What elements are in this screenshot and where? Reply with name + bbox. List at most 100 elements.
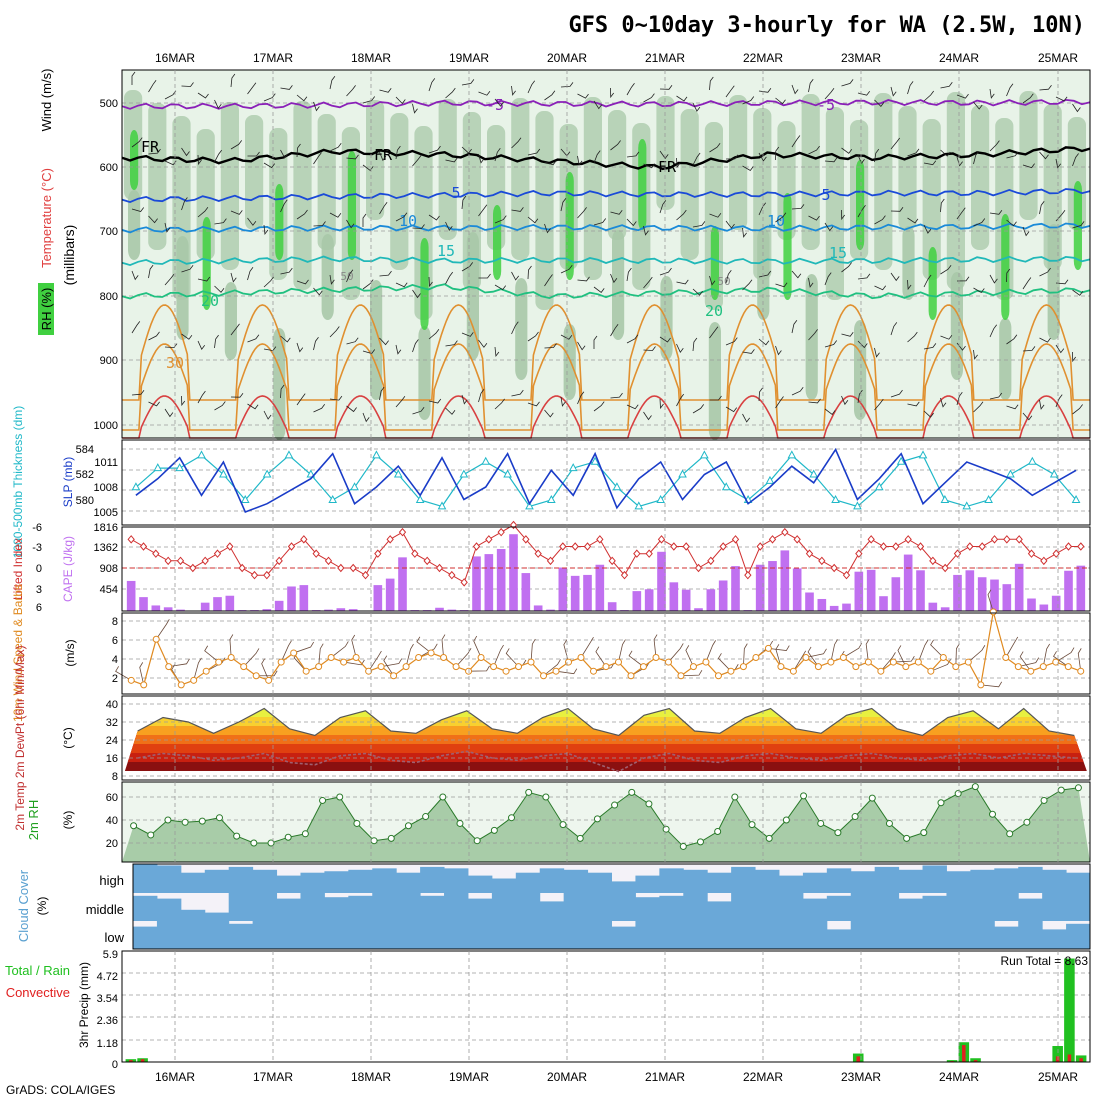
rh-marker xyxy=(817,819,825,827)
wind-speed-marker xyxy=(452,663,460,671)
wind-speed-marker xyxy=(165,663,173,671)
wind-barb xyxy=(530,638,536,663)
upper-wind-barb xyxy=(280,267,293,275)
precip-convective-bar xyxy=(973,1060,978,1062)
upper-wind-barb xyxy=(940,82,953,89)
upper-wind-barb xyxy=(478,153,485,164)
upper-wind-barb xyxy=(659,336,671,343)
upper-wind-barb xyxy=(395,212,408,222)
rh-shading-low xyxy=(708,322,721,440)
upper-wind-barb xyxy=(445,221,453,231)
bottom-date-label: 24MAR xyxy=(939,1070,979,1084)
wind-barb xyxy=(893,655,915,663)
upper-wind-barb xyxy=(824,272,832,286)
cloud-cell xyxy=(228,893,254,921)
rh-marker xyxy=(404,822,412,830)
cloud-cell xyxy=(587,893,612,921)
rh-marker xyxy=(301,830,309,838)
upper-wind-barb xyxy=(280,335,291,343)
footer-credit: GrADS: COLA/IGES xyxy=(6,1083,115,1097)
cloud-cell xyxy=(922,865,947,893)
wind-speed-marker xyxy=(177,681,185,689)
lifted-index-marker xyxy=(990,535,999,544)
thickness-marker xyxy=(700,450,709,459)
upper-wind-barb xyxy=(362,412,370,423)
upper-wind-barb xyxy=(791,204,805,210)
contour-label: 20 xyxy=(201,292,219,310)
cloud-cell xyxy=(731,893,756,921)
lifted-index-marker xyxy=(1027,549,1036,558)
lifted-index-marker xyxy=(842,570,851,580)
rh-shading-mid xyxy=(245,115,264,230)
upper-wind-barb xyxy=(857,273,871,280)
wind-speed-marker xyxy=(302,667,310,675)
lifted-index-marker xyxy=(559,542,567,551)
upper-wind-barb xyxy=(577,155,583,166)
lifted-index-marker xyxy=(768,535,777,544)
upper-wind-barb xyxy=(445,87,456,99)
cape-bar xyxy=(398,557,407,611)
contour-label: FR xyxy=(658,158,677,176)
upper-wind-barb xyxy=(808,277,814,288)
upper-wind-barb xyxy=(841,262,852,273)
upper-wind-barb xyxy=(1055,96,1068,102)
wind-speed-marker xyxy=(590,667,598,675)
bottom-date-label: 20MAR xyxy=(547,1070,587,1084)
upper-wind-barb xyxy=(874,398,884,411)
upper-wind-barb xyxy=(775,282,788,288)
rh-marker xyxy=(954,790,962,798)
cape-bar xyxy=(632,591,642,611)
contour-label: -5 xyxy=(486,96,504,114)
cloud-cell xyxy=(635,875,660,893)
lifted-index-marker xyxy=(460,578,468,587)
upper-wind-barb xyxy=(725,85,735,98)
wind-speed-axis-label: 10m Wind Speed & Barbs xyxy=(11,584,25,722)
upper-wind-barb xyxy=(511,85,516,96)
upper-wind-barb xyxy=(511,271,520,281)
pressure-level-tick-label: 900 xyxy=(100,355,118,367)
cape-axis-label: CAPE (J/kg) xyxy=(61,536,75,602)
rh-shading-low xyxy=(224,282,237,360)
upper-wind-barb xyxy=(181,82,194,87)
rh-axis-label: RH (%) xyxy=(39,288,54,331)
upper-wind-barb xyxy=(131,389,145,396)
upper-wind-barb xyxy=(890,137,901,150)
upper-wind-barb xyxy=(478,273,491,279)
wind-barb xyxy=(653,634,658,658)
rh-shading-green xyxy=(856,160,865,250)
upper-wind-barb xyxy=(643,163,656,169)
cloud-cell xyxy=(778,893,804,921)
upper-wind-barb xyxy=(280,85,293,90)
thickness-marker xyxy=(1049,469,1059,478)
cloud-cell xyxy=(372,921,397,949)
wind-barb xyxy=(368,650,382,672)
upper-wind-barb xyxy=(527,265,532,280)
upper-wind-barb xyxy=(560,197,567,212)
upper-wind-barb xyxy=(280,384,285,399)
wind-barb xyxy=(139,662,145,685)
cape-bar xyxy=(657,551,666,611)
temp-contour-20 xyxy=(121,283,1091,300)
wind-speed-marker xyxy=(839,654,847,661)
rh-shading-low xyxy=(321,234,334,320)
cloud-cell xyxy=(372,868,397,893)
cloud-cell xyxy=(300,872,325,893)
precip-total-bar xyxy=(1064,958,1075,1062)
wind-barb xyxy=(930,639,944,658)
upper-wind-barb xyxy=(1055,279,1069,285)
cape-bar xyxy=(940,607,950,611)
cape-bar xyxy=(965,570,975,611)
pressure-level-tick-label: 1000 xyxy=(94,420,118,432)
upper-wind-barb xyxy=(313,101,320,112)
lifted-index-marker xyxy=(337,563,345,573)
wind-speed-marker xyxy=(1064,663,1072,671)
upper-wind-barb xyxy=(214,99,222,109)
upper-wind-barb xyxy=(692,288,703,296)
lifted-index-marker xyxy=(448,570,456,580)
cloud-cell xyxy=(611,881,636,893)
upper-wind-barb xyxy=(659,398,664,410)
cloud-cell xyxy=(683,893,708,921)
rh-shading-mid xyxy=(366,100,385,220)
upper-wind-barb xyxy=(527,401,540,407)
cloud-cell xyxy=(133,926,158,949)
